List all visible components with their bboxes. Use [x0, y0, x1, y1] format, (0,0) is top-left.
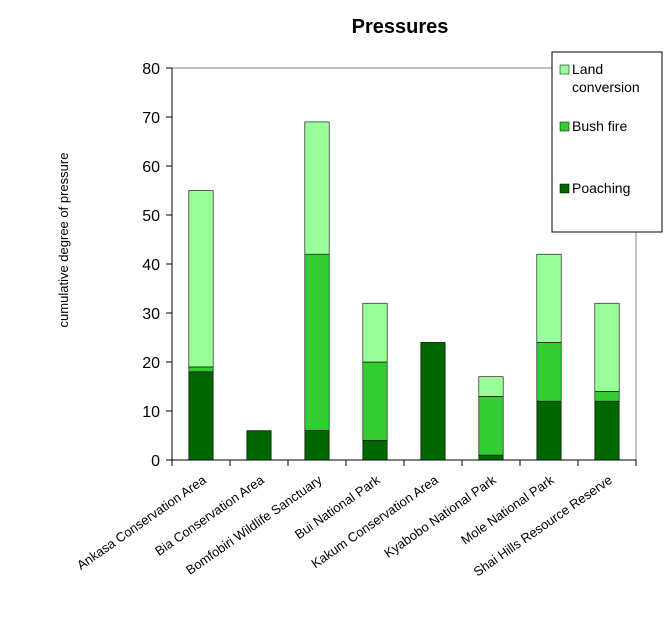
bar-segment [304, 253, 330, 431]
legend-swatch [559, 121, 570, 132]
bar-segment [362, 302, 388, 363]
bar-segment [188, 190, 214, 368]
bar-segment [246, 430, 272, 461]
bar-segment [304, 430, 330, 461]
bar-segment [478, 454, 504, 461]
bar-segment [304, 121, 330, 255]
y-tick-label: 60 [142, 159, 160, 176]
y-tick-label: 10 [142, 404, 160, 421]
legend-swatch [559, 183, 570, 194]
bar-segment [594, 391, 620, 402]
legend-label: Poaching [572, 180, 630, 196]
y-axis-label: cumulative degree of pressure [56, 153, 71, 328]
y-tick-label: 20 [142, 355, 160, 372]
legend-swatch [559, 64, 570, 75]
bar-segment [188, 366, 214, 373]
y-tick-label: 80 [142, 61, 160, 78]
bar-segment [594, 302, 620, 392]
legend: Land conversion Bush fire Poaching [551, 51, 663, 233]
bar-segment [362, 440, 388, 461]
bar-segment [362, 361, 388, 441]
legend-label: Land [572, 61, 603, 77]
x-category-label: Kyabobo National Park [381, 472, 499, 561]
bar-segment [188, 371, 214, 461]
y-tick-label: 0 [151, 453, 160, 470]
bar-segment [478, 376, 504, 397]
legend-label: conversion [572, 79, 640, 95]
legend-label: Bush fire [572, 118, 627, 134]
bar-segment [536, 253, 562, 343]
bar-segment [478, 395, 504, 456]
bar-segment [420, 342, 446, 461]
chart-title: Pressures [352, 16, 449, 38]
bar-segment [536, 342, 562, 402]
y-tick-label: 50 [142, 208, 160, 225]
y-tick-label: 40 [142, 257, 160, 274]
y-tick-label: 70 [142, 110, 160, 127]
legend-box [551, 51, 663, 233]
bar-segment [536, 400, 562, 461]
bar-segment [594, 400, 620, 461]
y-tick-label: 30 [142, 306, 160, 323]
